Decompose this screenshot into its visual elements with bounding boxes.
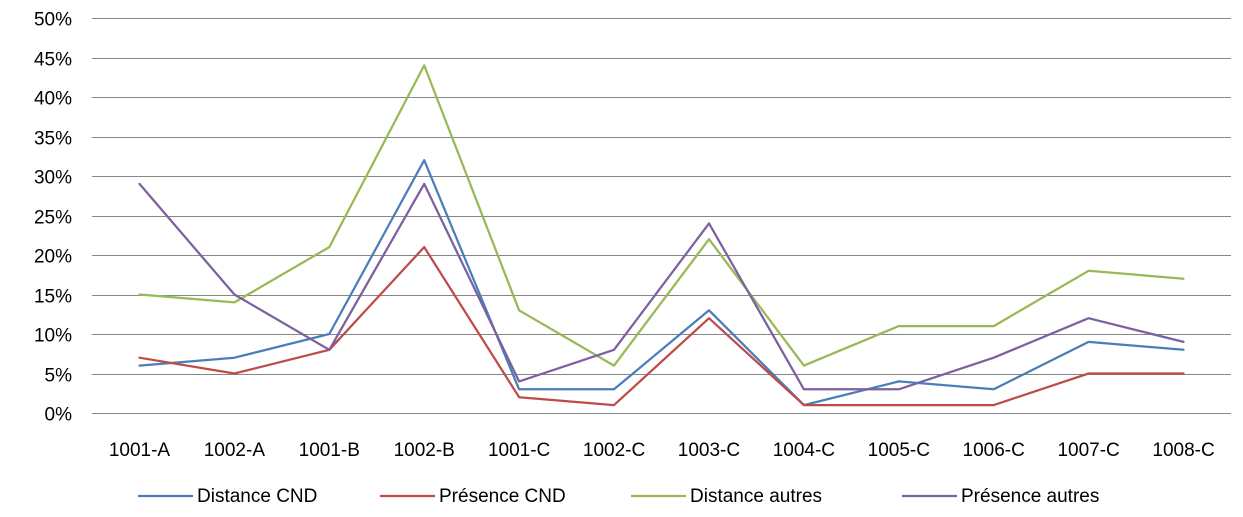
gridlines <box>92 18 1231 414</box>
x-tick-label: 1007-C <box>1057 440 1119 461</box>
legend-label: Distance CND <box>197 486 317 507</box>
x-tick-label: 1002-A <box>204 440 266 461</box>
x-tick-label: 1002-C <box>583 440 645 461</box>
x-tick-label: 1008-C <box>1152 440 1214 461</box>
x-tick-label: 1001-C <box>488 440 550 461</box>
legend-label: Distance autres <box>690 486 822 507</box>
y-tick-label: 15% <box>34 287 72 308</box>
series-line-4 <box>138 182 1185 391</box>
y-tick-label: 20% <box>34 247 72 268</box>
legend-label: Présence CND <box>439 486 566 507</box>
legend: Distance CND Présence CND Distance autres P… <box>138 486 1099 507</box>
series-line-1 <box>138 159 1185 407</box>
y-tick-label: 30% <box>34 168 72 189</box>
y-tick-label: 0% <box>45 405 73 426</box>
y-tick-label: 50% <box>34 10 72 31</box>
series-line-2 <box>138 245 1185 407</box>
x-axis-tick-labels: 1001-A 1002-A 1001-B 1002-B 1001-C 1002-C 1003… <box>109 440 1215 461</box>
y-tick-label: 40% <box>34 89 72 110</box>
x-tick-label: 1001-A <box>109 440 171 461</box>
y-tick-label: 35% <box>34 129 72 150</box>
legend-label: Présence autres <box>961 486 1099 507</box>
x-tick-label: 1004-C <box>773 440 835 461</box>
x-tick-label: 1001-B <box>299 440 360 461</box>
y-tick-label: 5% <box>45 366 73 387</box>
x-tick-label: 1002-B <box>394 440 455 461</box>
y-tick-label: 45% <box>34 50 72 71</box>
x-tick-label: 1006-C <box>963 440 1025 461</box>
y-axis-tick-labels: 0% 5% 10% 15% 20% 25% 30% 35% 40% 45% 50% <box>34 10 72 426</box>
series-lines <box>138 64 1185 407</box>
series-line-3 <box>138 64 1185 367</box>
y-tick-label: 25% <box>34 208 72 229</box>
y-tick-label: 10% <box>34 326 72 347</box>
x-tick-label: 1005-C <box>868 440 930 461</box>
x-tick-label: 1003-C <box>678 440 740 461</box>
